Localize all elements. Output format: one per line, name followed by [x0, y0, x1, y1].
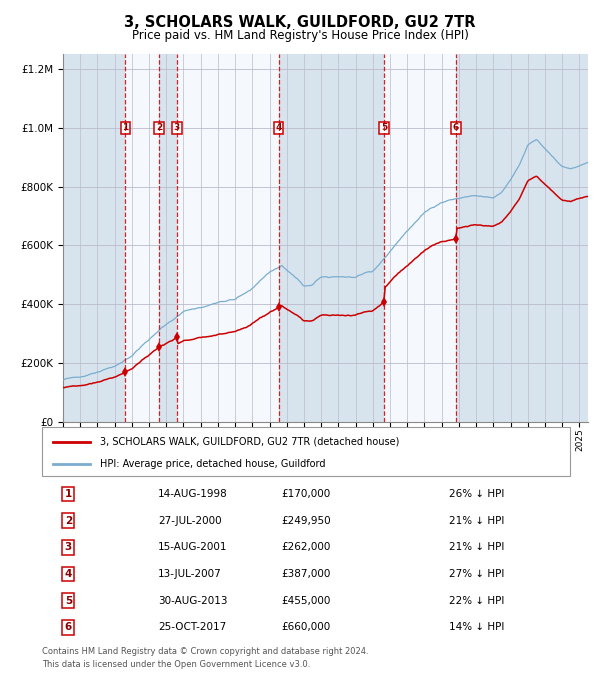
Text: 21% ↓ HPI: 21% ↓ HPI	[449, 515, 504, 526]
Text: 6: 6	[65, 622, 72, 632]
Text: 26% ↓ HPI: 26% ↓ HPI	[449, 489, 504, 499]
Text: 6: 6	[452, 123, 459, 133]
Text: £249,950: £249,950	[281, 515, 331, 526]
Text: 2: 2	[65, 515, 72, 526]
Text: Price paid vs. HM Land Registry's House Price Index (HPI): Price paid vs. HM Land Registry's House …	[131, 29, 469, 42]
Text: 4: 4	[65, 569, 72, 579]
Text: £170,000: £170,000	[281, 489, 331, 499]
Bar	[125, 54, 159, 422]
Text: Contains HM Land Registry data © Crown copyright and database right 2024.: Contains HM Land Registry data © Crown c…	[42, 647, 368, 656]
Text: 27% ↓ HPI: 27% ↓ HPI	[449, 569, 504, 579]
Text: 14% ↓ HPI: 14% ↓ HPI	[449, 622, 504, 632]
Text: 1: 1	[65, 489, 72, 499]
Text: 3, SCHOLARS WALK, GUILDFORD, GU2 7TR (detached house): 3, SCHOLARS WALK, GUILDFORD, GU2 7TR (de…	[100, 437, 400, 447]
Text: 5: 5	[381, 123, 388, 133]
Text: £387,000: £387,000	[281, 569, 331, 579]
Text: 30-AUG-2013: 30-AUG-2013	[158, 596, 227, 606]
Text: 3: 3	[174, 123, 180, 133]
Text: £262,000: £262,000	[281, 543, 331, 552]
Text: 25-OCT-2017: 25-OCT-2017	[158, 622, 226, 632]
Text: HPI: Average price, detached house, Guildford: HPI: Average price, detached house, Guil…	[100, 459, 326, 469]
Text: 14-AUG-1998: 14-AUG-1998	[158, 489, 228, 499]
Bar	[278, 54, 384, 422]
Bar	[384, 54, 456, 422]
Text: £660,000: £660,000	[281, 622, 331, 632]
Bar	[177, 54, 278, 422]
Text: 3: 3	[65, 543, 72, 552]
Text: 13-JUL-2007: 13-JUL-2007	[158, 569, 222, 579]
Text: £455,000: £455,000	[281, 596, 331, 606]
Text: 5: 5	[65, 596, 72, 606]
Text: 1: 1	[122, 123, 128, 133]
Text: 27-JUL-2000: 27-JUL-2000	[158, 515, 222, 526]
Bar	[456, 54, 588, 422]
FancyBboxPatch shape	[42, 427, 570, 476]
Bar	[159, 54, 177, 422]
Text: 15-AUG-2001: 15-AUG-2001	[158, 543, 227, 552]
Text: 21% ↓ HPI: 21% ↓ HPI	[449, 543, 504, 552]
Text: This data is licensed under the Open Government Licence v3.0.: This data is licensed under the Open Gov…	[42, 660, 310, 668]
Text: 3, SCHOLARS WALK, GUILDFORD, GU2 7TR: 3, SCHOLARS WALK, GUILDFORD, GU2 7TR	[124, 15, 476, 30]
Text: 4: 4	[275, 123, 282, 133]
Text: 2: 2	[156, 123, 162, 133]
Bar	[63, 54, 125, 422]
Text: 22% ↓ HPI: 22% ↓ HPI	[449, 596, 504, 606]
